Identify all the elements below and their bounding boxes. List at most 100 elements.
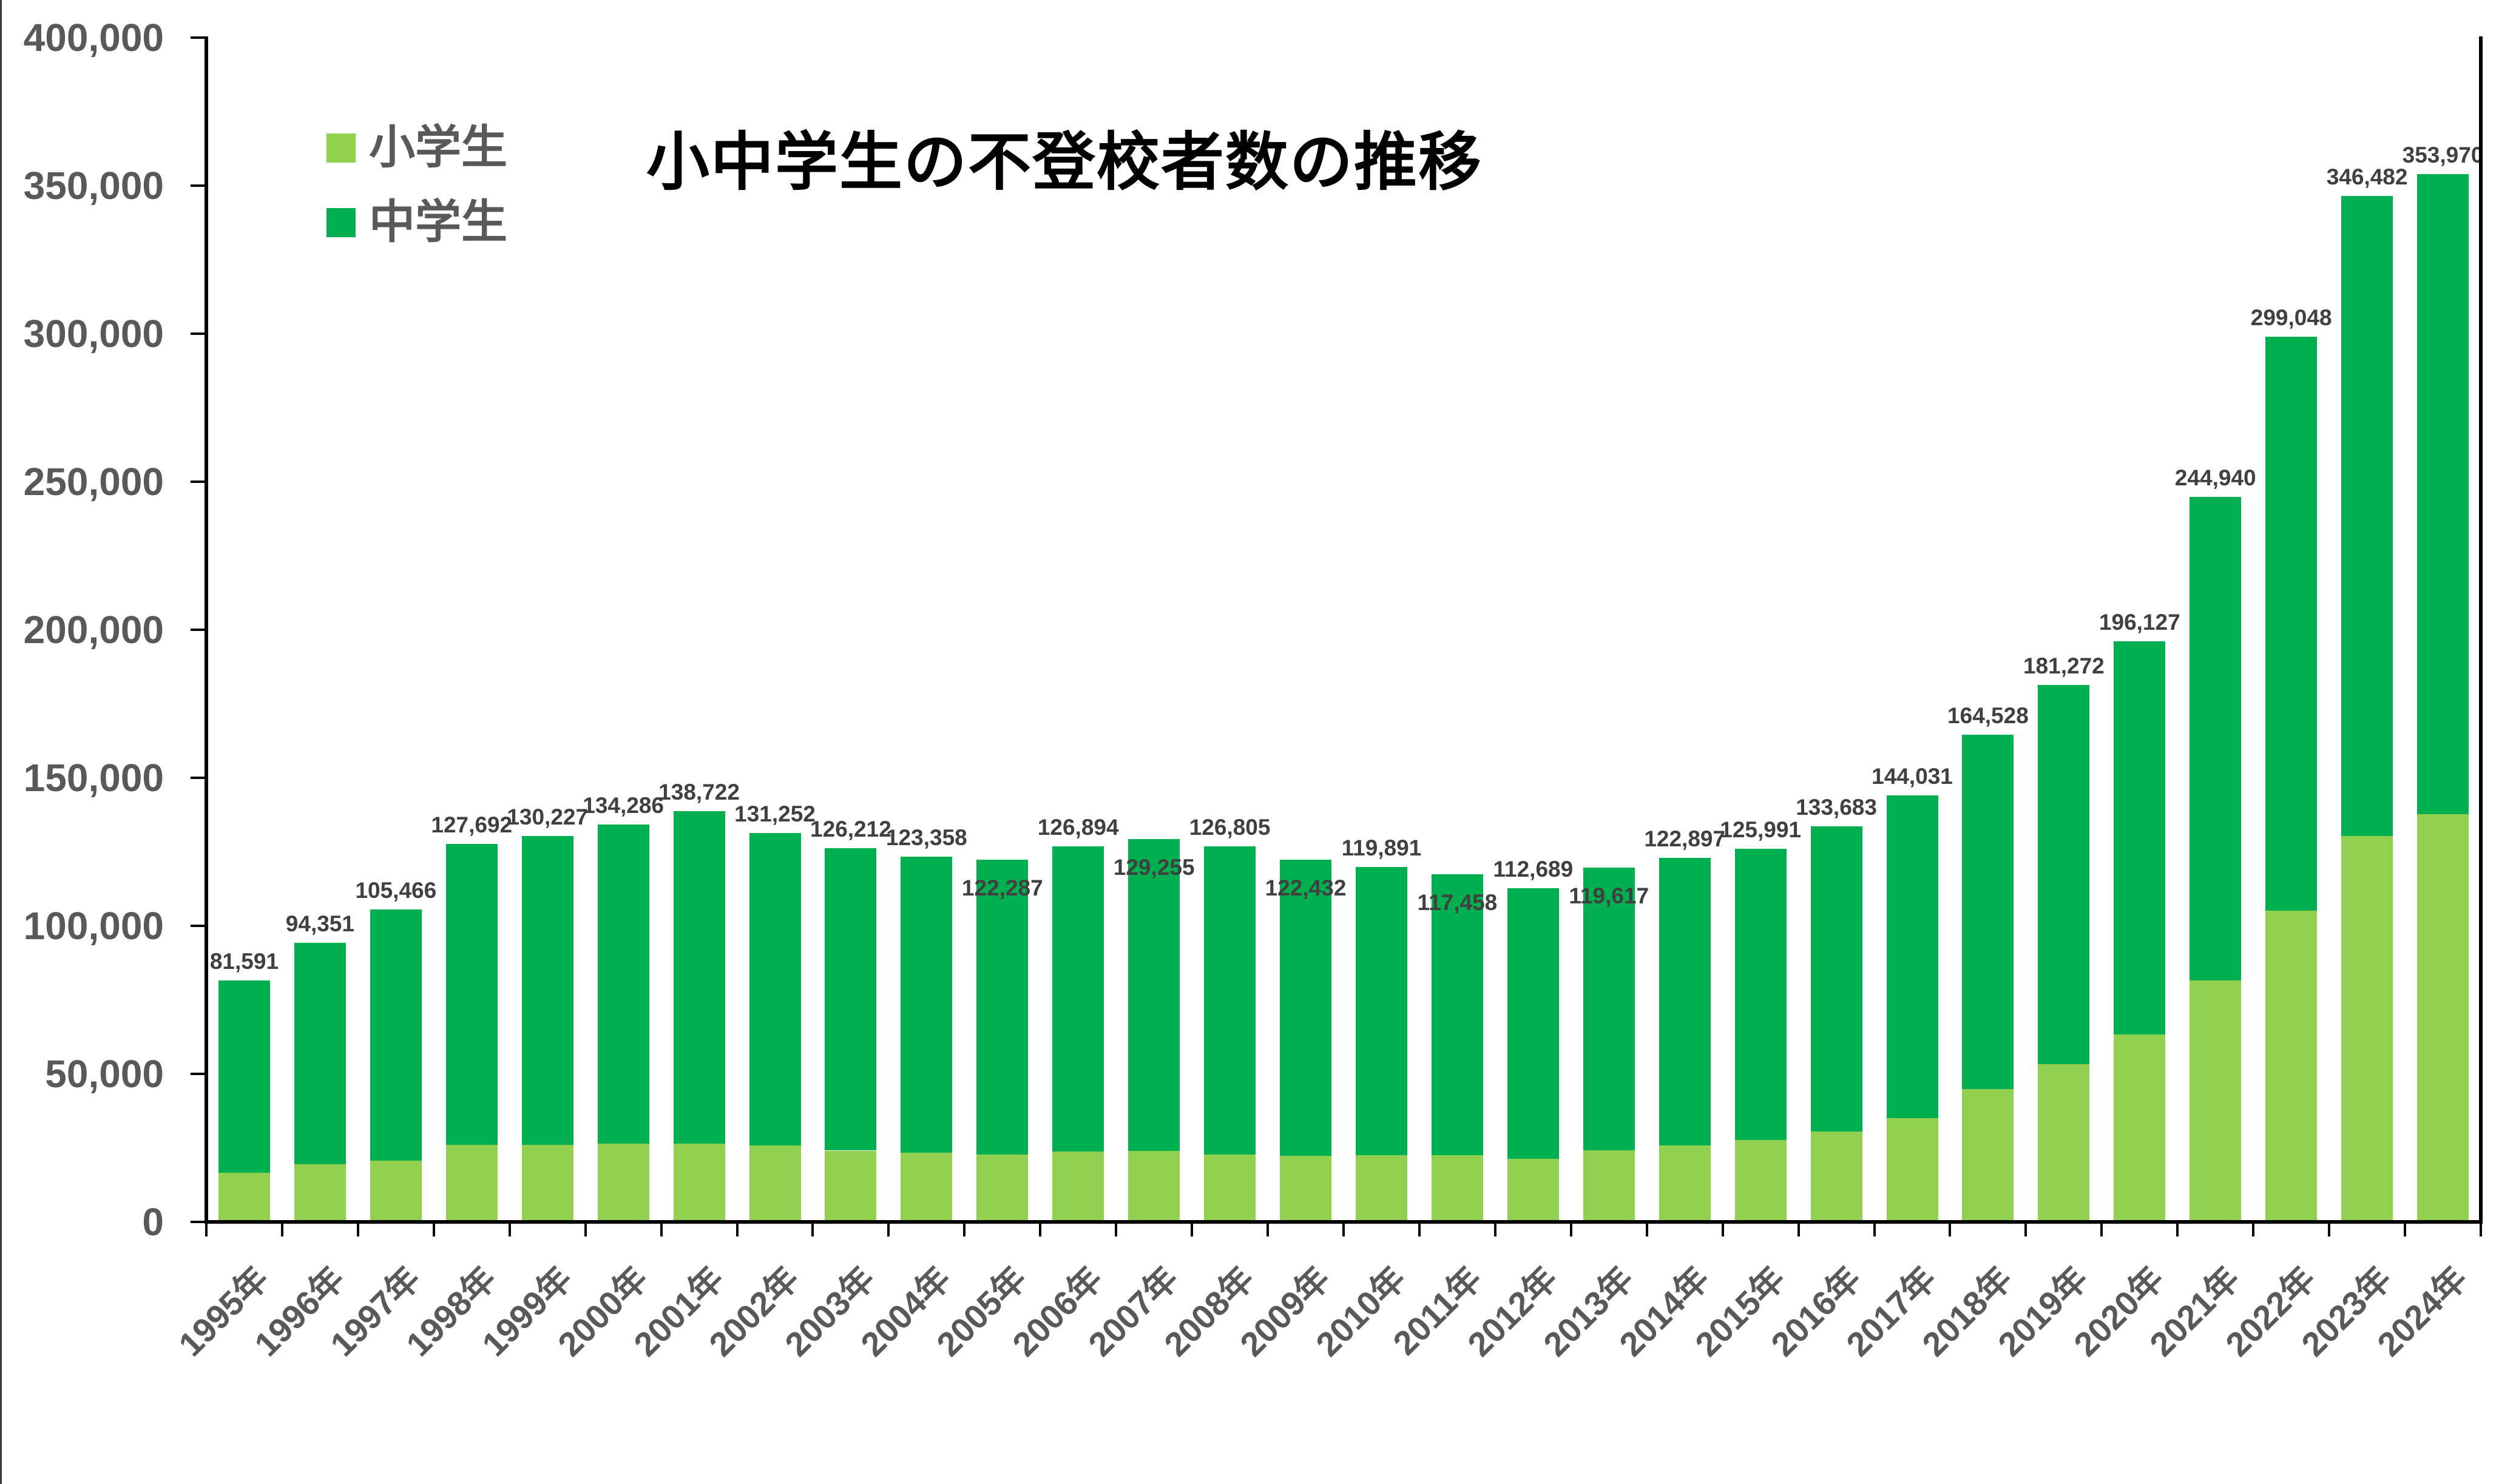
total-label-1998年: 127,692 — [431, 812, 513, 837]
x-axis-tick — [356, 1222, 359, 1236]
bar-segment-elementary-2013年 — [1583, 1150, 1635, 1222]
total-label-2023年: 346,482 — [2326, 164, 2408, 190]
total-label-2005年: 122,287 — [961, 875, 1043, 901]
total-label-2011年: 117,458 — [1417, 889, 1498, 915]
x-axis-tick — [2024, 1222, 2027, 1236]
y-tick-label: 300,000 — [23, 312, 164, 356]
bar-segment-junior-2020年 — [2114, 641, 2166, 1034]
bar-segment-elementary-2011年 — [1431, 1155, 1483, 1222]
total-label-2017年: 144,031 — [1872, 764, 1953, 789]
bar-segment-elementary-1998年 — [445, 1145, 498, 1222]
y-axis-line — [205, 36, 208, 1223]
x-axis-tick — [1569, 1222, 1572, 1236]
total-label-2009年: 122,432 — [1265, 875, 1347, 900]
y-axis-tick — [191, 1073, 206, 1075]
bar-segment-junior-2017年 — [1886, 795, 1938, 1119]
y-tick-label: 250,000 — [23, 460, 164, 504]
bar-segment-elementary-1996年 — [294, 1164, 346, 1222]
x-axis-tick — [2328, 1222, 2331, 1236]
y-tick-label: 400,000 — [23, 16, 164, 59]
bar-segment-elementary-2019年 — [2038, 1064, 2090, 1222]
bar-segment-elementary-2001年 — [673, 1143, 725, 1222]
x-axis-tick — [660, 1222, 663, 1236]
bar-segment-elementary-2014年 — [1659, 1145, 1711, 1222]
bar-segment-junior-2004年 — [901, 857, 953, 1153]
x-axis-tick — [811, 1222, 814, 1236]
total-label-1995年: 81,591 — [209, 948, 279, 974]
bar-segment-junior-2012年 — [1507, 888, 1559, 1159]
total-label-2020年: 196,127 — [2098, 609, 2180, 635]
bar-segment-elementary-2022年 — [2265, 911, 2318, 1222]
total-label-2003年: 126,212 — [810, 817, 891, 842]
total-label-2015年: 125,991 — [1720, 817, 1801, 843]
bar-segment-junior-2001年 — [673, 811, 725, 1144]
total-label-2001年: 138,722 — [658, 780, 740, 805]
legend: 小学生 中学生 — [326, 125, 507, 278]
total-label-2008年: 126,805 — [1189, 815, 1271, 840]
bar-segment-elementary-1995年 — [218, 1173, 270, 1222]
x-axis-tick — [1039, 1222, 1042, 1236]
bar-segment-junior-2000年 — [597, 824, 649, 1144]
y-tick-label: 50,000 — [45, 1052, 164, 1096]
bar-segment-elementary-2018年 — [1962, 1089, 2014, 1222]
chart-title: 小中学生の不登校者数の推移 — [646, 127, 1483, 198]
x-axis-tick — [2404, 1222, 2407, 1236]
bar-segment-junior-2019年 — [2038, 685, 2090, 1064]
x-axis-tick — [2480, 1222, 2482, 1236]
bar-segment-junior-2002年 — [749, 833, 801, 1145]
x-axis-tick — [508, 1222, 511, 1236]
legend-item-junior: 中学生 — [326, 200, 507, 246]
bar-segment-elementary-2000年 — [597, 1144, 649, 1222]
bar-segment-elementary-2010年 — [1355, 1155, 1407, 1222]
junior-swatch-icon — [326, 208, 356, 237]
total-label-2016年: 133,683 — [1796, 794, 1877, 820]
bar-segment-elementary-1997年 — [370, 1160, 422, 1222]
x-axis-tick — [2252, 1222, 2255, 1236]
bar-segment-elementary-2008年 — [1204, 1155, 1256, 1222]
x-axis-tick — [584, 1222, 587, 1236]
y-axis-tick — [191, 332, 206, 335]
x-axis-tick — [1266, 1222, 1270, 1236]
y-axis-tick — [191, 1221, 206, 1223]
bar-segment-junior-2018年 — [1962, 735, 2014, 1090]
legend-item-elementary: 小学生 — [326, 125, 507, 171]
y-tick-label: 100,000 — [23, 904, 164, 948]
bar-segment-junior-1996年 — [294, 942, 346, 1164]
total-label-2002年: 131,252 — [734, 801, 816, 827]
y-tick-label: 0 — [142, 1200, 164, 1244]
y-axis-tick — [191, 481, 206, 483]
bar-segment-junior-1998年 — [445, 843, 498, 1145]
bar-segment-junior-1997年 — [370, 909, 422, 1161]
y-tick-label: 200,000 — [23, 608, 164, 652]
bar-segment-junior-2014年 — [1659, 858, 1711, 1145]
x-axis-tick — [1873, 1222, 1876, 1236]
bar-segment-junior-2009年 — [1280, 859, 1332, 1156]
total-label-2018年: 164,528 — [1947, 703, 2029, 729]
total-label-1996年: 94,351 — [285, 911, 354, 936]
total-label-2007年: 129,255 — [1113, 855, 1195, 880]
bar-segment-junior-2007年 — [1128, 839, 1180, 1152]
x-axis-tick — [432, 1222, 435, 1236]
y-axis-tick — [191, 777, 206, 779]
bar-segment-elementary-2024年 — [2417, 814, 2469, 1222]
y-axis-tick — [191, 629, 206, 631]
bar-segment-junior-2005年 — [976, 860, 1029, 1155]
bar-segment-elementary-2009年 — [1280, 1156, 1332, 1222]
x-axis-tick — [736, 1222, 739, 1236]
y-tick-label: 350,000 — [23, 164, 164, 207]
bar-segment-elementary-2004年 — [901, 1153, 953, 1222]
total-label-2021年: 244,940 — [2174, 465, 2256, 490]
bar-segment-junior-2022年 — [2265, 336, 2318, 911]
total-label-2013年: 119,617 — [1569, 883, 1649, 909]
total-label-2024年: 353,970 — [2402, 142, 2484, 167]
y-tick-label: 150,000 — [23, 756, 164, 800]
bar-segment-junior-1995年 — [218, 980, 270, 1173]
total-label-1999年: 130,227 — [507, 804, 589, 830]
total-label-2019年: 181,272 — [2023, 653, 2105, 679]
x-axis-tick — [1191, 1222, 1194, 1236]
total-label-2000年: 134,286 — [583, 792, 664, 818]
total-label-2014年: 122,897 — [1644, 826, 1726, 852]
x-axis-line — [205, 1220, 2483, 1224]
x-axis-tick — [1949, 1222, 1952, 1236]
